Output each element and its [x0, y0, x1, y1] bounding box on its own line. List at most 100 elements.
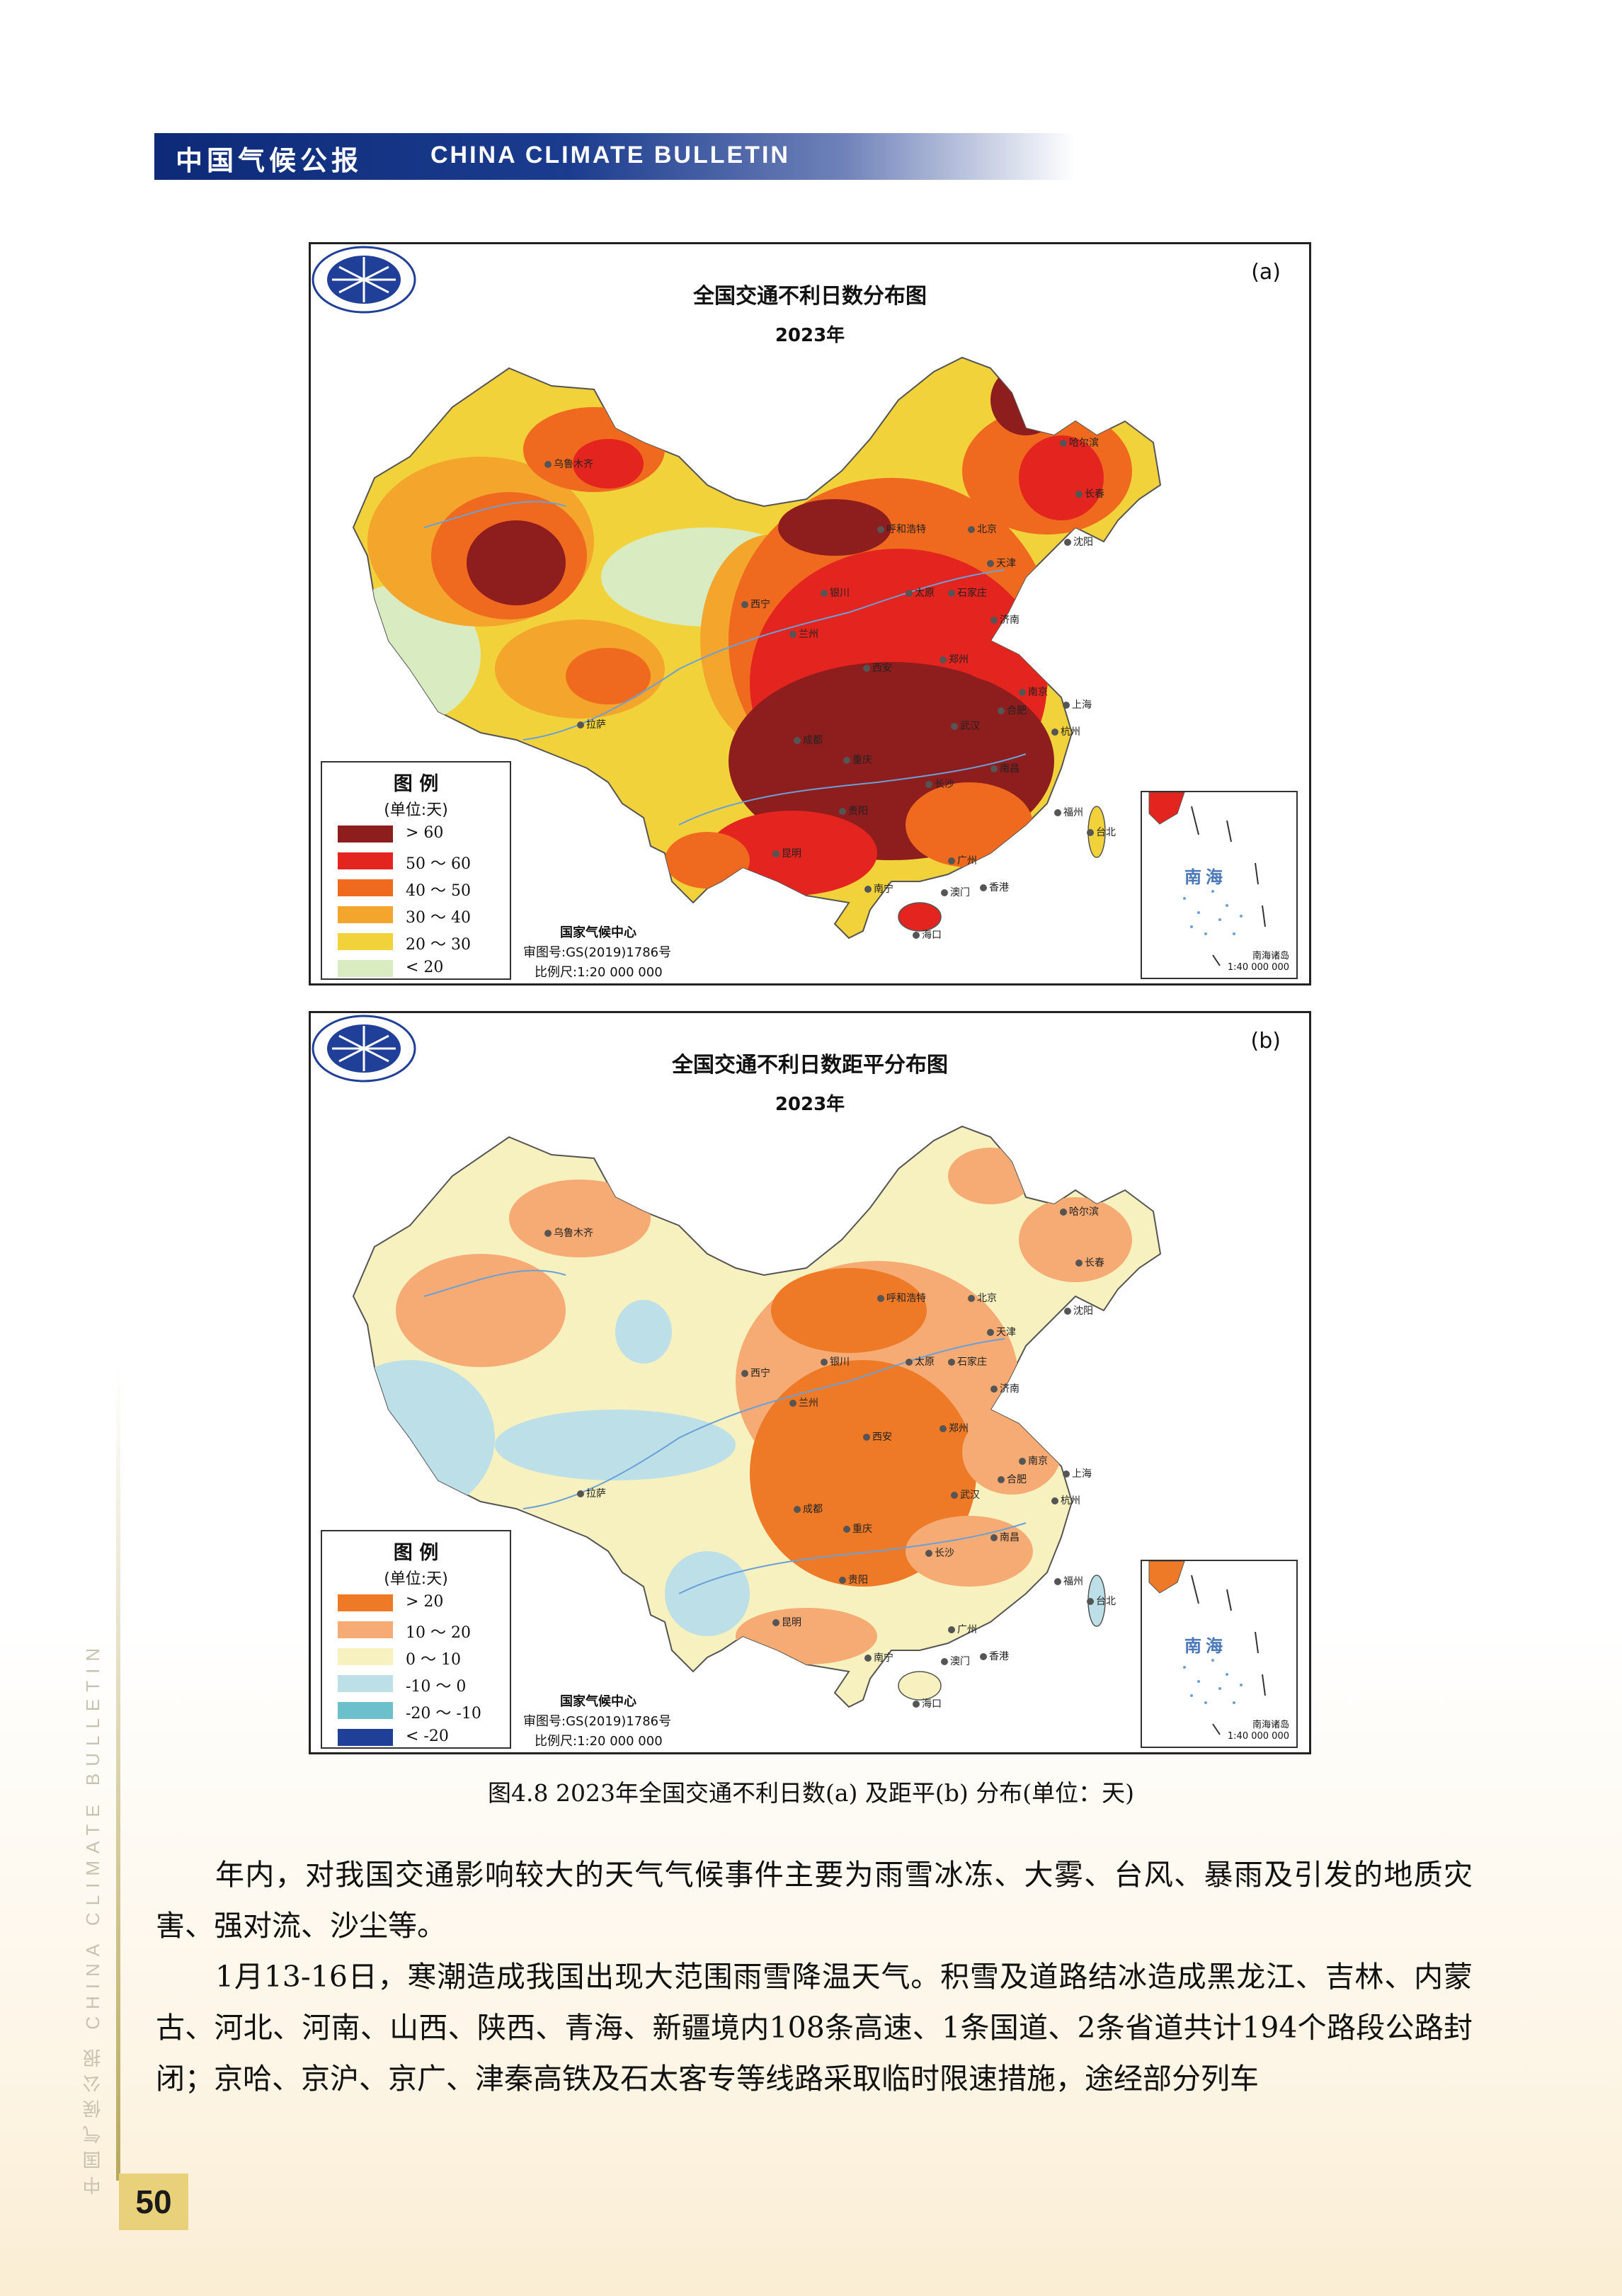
city-label: 澳门 — [941, 885, 970, 899]
credit-review: 审图号:GS(2019)1786号 — [523, 1714, 672, 1729]
inset-label: 南海 — [1184, 867, 1227, 887]
city-label: 济南 — [990, 1381, 1020, 1395]
city-label: 武汉 — [951, 719, 980, 733]
city-label: 武汉 — [951, 1487, 980, 1502]
south-china-sea-inset: 南海 南海诸岛 1:40 000 000 — [1141, 1560, 1298, 1748]
legend-row: 0 ～ 10 — [322, 1643, 510, 1669]
legend-row: 20 ～ 30 — [322, 927, 510, 954]
body-paragraph: 1月13-16日，寒潮造成我国出现大范围雨雪降温天气。积雪及道路结冰造成黑龙江、… — [156, 1960, 1473, 2096]
city-label: 沈阳 — [1064, 1303, 1093, 1318]
credit-scale: 比例尺:1:20 000 000 — [535, 1734, 663, 1749]
legend-row: > 20 — [322, 1589, 510, 1616]
inset-drawing — [1148, 1561, 1266, 1735]
city-label: 拉萨 — [577, 1486, 606, 1500]
city-label: 郑州 — [939, 652, 969, 666]
map-b-tag: (b) — [1250, 1029, 1281, 1053]
city-label: 香港 — [980, 1649, 1009, 1663]
city-label: 杭州 — [1051, 1493, 1080, 1507]
city-label: 南宁 — [864, 1650, 893, 1664]
city-label: 福州 — [1054, 1574, 1083, 1588]
map-a-drawing — [352, 356, 1162, 939]
city-label: 台北 — [1087, 825, 1116, 839]
city-label: 贵阳 — [839, 804, 868, 818]
map-a-year: 2023年 — [775, 325, 845, 346]
city-label: 南昌 — [990, 1530, 1020, 1544]
city-label: 兰州 — [789, 1395, 818, 1410]
city-label: 长春 — [1075, 1255, 1104, 1269]
legend-row: -20 ～ -10 — [322, 1696, 510, 1723]
city-label: 石家庄 — [948, 586, 987, 600]
city-label: 北京 — [968, 522, 997, 536]
city-label: 长沙 — [925, 777, 954, 791]
city-label: 合肥 — [998, 703, 1027, 717]
city-label: 天津 — [987, 556, 1016, 570]
body-paragraph: 年内，对我国交通影响较大的天气气候事件主要为雨雪冰冻、大雾、台风、暴雨及引发的地… — [156, 1858, 1473, 1943]
city-label: 海口 — [913, 1696, 942, 1710]
credit-org: 国家气候中心 — [560, 925, 636, 940]
map-b-drawing — [352, 1125, 1162, 1708]
city-label: 海口 — [913, 927, 942, 942]
legend-row: 40 ～ 50 — [322, 874, 510, 901]
inset-footer: 南海诸岛 1:40 000 000 — [1227, 951, 1289, 973]
legend-title: 图 例 — [393, 773, 439, 795]
inset-footer: 南海诸岛 1:40 000 000 — [1227, 1720, 1289, 1742]
city-label: 西安 — [863, 1429, 892, 1444]
city-label: 南京 — [1019, 1453, 1048, 1468]
side-rule — [116, 1366, 120, 2181]
city-label: 合肥 — [998, 1472, 1027, 1486]
map-b-title: 全国交通不利日数距平分布图 — [672, 1053, 948, 1078]
city-label: 呼和浩特 — [877, 522, 926, 536]
city-label: 澳门 — [941, 1654, 970, 1668]
city-label: 乌鲁木齐 — [544, 1226, 593, 1240]
legend-row: < 20 — [322, 954, 510, 981]
city-label: 拉萨 — [577, 717, 606, 731]
city-label: 长春 — [1075, 486, 1104, 501]
city-label: 西安 — [863, 661, 892, 675]
cma-logo-icon — [312, 1015, 416, 1083]
city-label: 福州 — [1054, 805, 1083, 819]
map-panel-b: 全国交通不利日数距平分布图 2023年 (b) 乌鲁木齐 呼和浩特 北京 哈尔滨… — [309, 1011, 1311, 1754]
city-label: 哈尔滨 — [1060, 1204, 1099, 1218]
city-label: 呼和浩特 — [877, 1291, 926, 1305]
city-label: 沈阳 — [1064, 535, 1093, 549]
credit-org: 国家气候中心 — [560, 1694, 636, 1709]
city-label: 成都 — [794, 1502, 823, 1516]
city-label: 南京 — [1019, 685, 1048, 699]
map-a-legend: 图 例 (单位:天) > 60 50 ～ 60 40 ～ 50 30 ～ 40 … — [321, 761, 511, 980]
city-label: 广州 — [948, 853, 977, 867]
map-b-legend: 图 例 (单位:天) > 20 10 ～ 20 0 ～ 10 -10 ～ 0 -… — [321, 1530, 511, 1749]
legend-row: 30 ～ 40 — [322, 901, 510, 927]
city-label: 重庆 — [843, 1521, 872, 1536]
legend-unit: (单位:天) — [384, 801, 448, 819]
city-label: 西宁 — [741, 597, 770, 611]
map-a-tag: (a) — [1251, 260, 1281, 285]
legend-row: -10 ～ 0 — [322, 1669, 510, 1696]
city-label: 哈尔滨 — [1060, 435, 1099, 450]
header-title-en: CHINA CLIMATE BULLETIN — [430, 142, 790, 169]
city-label: 长沙 — [925, 1546, 954, 1560]
figure-caption: 图4.8 2023年全国交通不利日数(a) 及距平(b) 分布(单位：天) — [488, 1779, 1134, 1807]
inset-label: 南海 — [1184, 1636, 1227, 1656]
city-label: 乌鲁木齐 — [544, 457, 593, 471]
cma-logo-icon — [312, 246, 416, 314]
city-label: 上海 — [1063, 1466, 1092, 1480]
city-label: 北京 — [968, 1291, 997, 1305]
city-label: 兰州 — [789, 627, 818, 641]
south-china-sea-inset: 南海 南海诸岛 1:40 000 000 — [1141, 791, 1298, 979]
city-label: 银川 — [821, 586, 850, 600]
city-label: 广州 — [948, 1622, 977, 1636]
credit-scale: 比例尺:1:20 000 000 — [535, 965, 663, 980]
city-label: 石家庄 — [948, 1354, 987, 1369]
credit-review: 审图号:GS(2019)1786号 — [523, 945, 672, 960]
legend-unit: (单位:天) — [384, 1570, 448, 1588]
city-label: 成都 — [794, 733, 823, 747]
running-header: 中国气候公报 CHINA CLIMATE BULLETIN — [154, 133, 1075, 180]
city-label: 太原 — [906, 586, 935, 600]
city-label: 济南 — [990, 612, 1020, 627]
legend-row: > 60 — [322, 820, 510, 847]
city-label: 上海 — [1063, 697, 1092, 712]
city-label: 昆明 — [772, 846, 801, 860]
inset-drawing — [1148, 792, 1266, 966]
legend-row: < -20 — [322, 1723, 510, 1750]
city-label: 贵阳 — [839, 1572, 868, 1587]
